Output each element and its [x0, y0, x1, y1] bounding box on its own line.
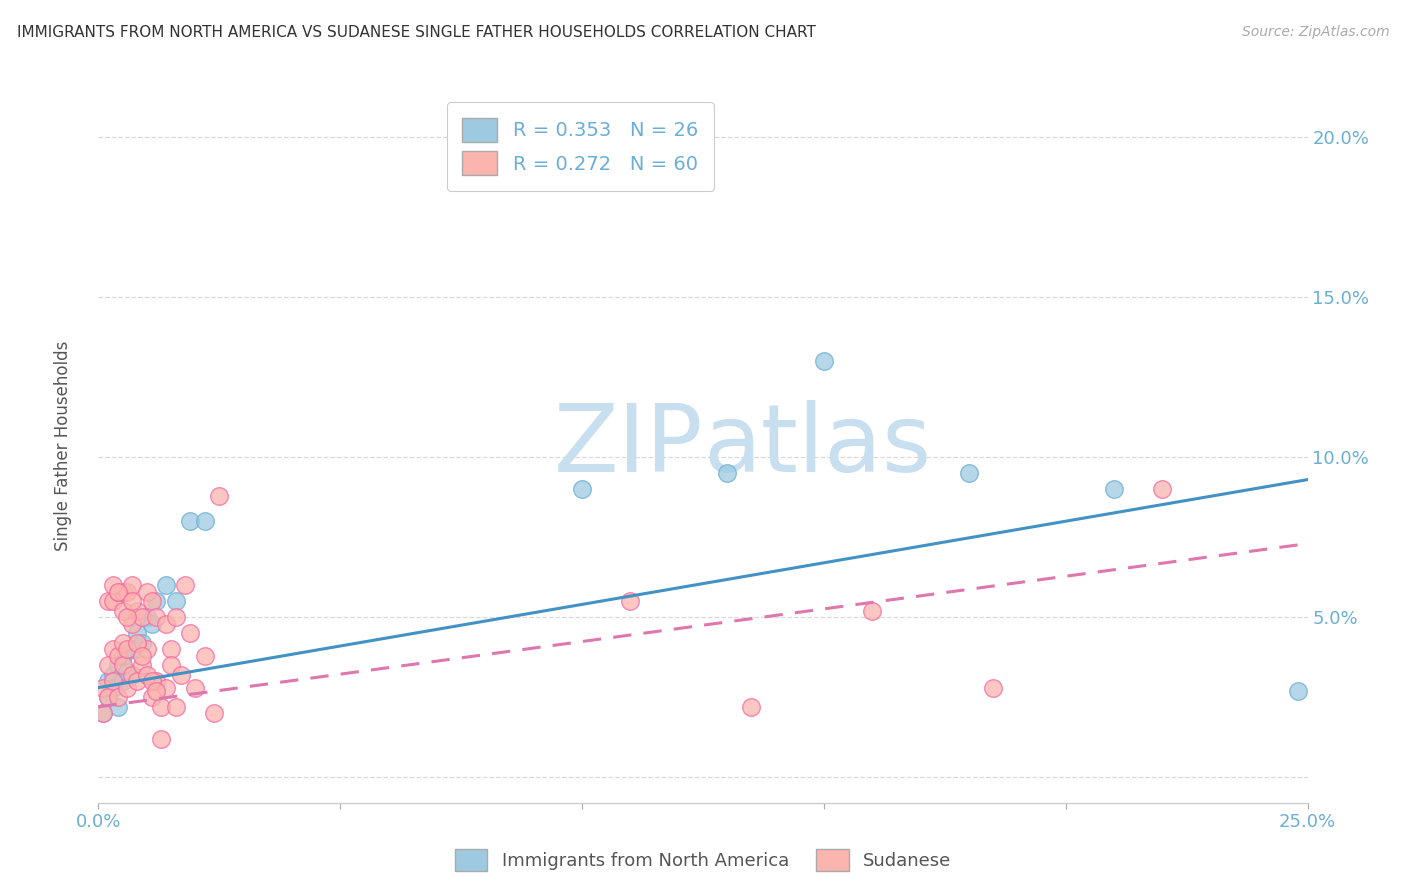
Point	[107, 648, 129, 663]
Text: IMMIGRANTS FROM NORTH AMERICA VS SUDANESE SINGLE FATHER HOUSEHOLDS CORRELATION C: IMMIGRANTS FROM NORTH AMERICA VS SUDANES…	[17, 25, 815, 40]
Point	[165, 699, 187, 714]
Point	[179, 626, 201, 640]
Point	[860, 604, 883, 618]
Point	[141, 674, 163, 689]
Point	[97, 674, 120, 689]
Point	[194, 514, 217, 528]
Point	[1286, 683, 1309, 698]
Point	[101, 594, 124, 608]
Point	[135, 668, 157, 682]
Point	[111, 584, 134, 599]
Point	[165, 594, 187, 608]
Point	[957, 466, 980, 480]
Text: ZIP: ZIP	[554, 400, 703, 492]
Point	[204, 706, 226, 721]
Point	[135, 610, 157, 624]
Point	[145, 674, 167, 689]
Text: Single Father Households: Single Father Households	[55, 341, 72, 551]
Point	[111, 636, 134, 650]
Point	[179, 514, 201, 528]
Point	[145, 683, 167, 698]
Point	[97, 690, 120, 705]
Point	[141, 616, 163, 631]
Point	[111, 648, 134, 663]
Point	[121, 668, 143, 682]
Point	[117, 610, 139, 624]
Text: atlas: atlas	[703, 400, 931, 492]
Point	[155, 616, 177, 631]
Point	[111, 674, 134, 689]
Point	[208, 489, 231, 503]
Point	[131, 636, 153, 650]
Point	[131, 610, 153, 624]
Point	[169, 668, 191, 682]
Point	[155, 681, 177, 695]
Point	[121, 616, 143, 631]
Point	[107, 690, 129, 705]
Point	[619, 594, 641, 608]
Point	[97, 690, 120, 705]
Point	[107, 658, 129, 673]
Point	[1102, 482, 1125, 496]
Point	[145, 610, 167, 624]
Legend: R = 0.353   N = 26, R = 0.272   N = 60: R = 0.353 N = 26, R = 0.272 N = 60	[447, 103, 714, 191]
Point	[101, 674, 124, 689]
Point	[135, 584, 157, 599]
Point	[117, 584, 139, 599]
Point	[160, 642, 183, 657]
Point	[97, 594, 120, 608]
Point	[127, 604, 149, 618]
Point	[740, 699, 762, 714]
Point	[194, 648, 217, 663]
Point	[716, 466, 738, 480]
Point	[121, 578, 143, 592]
Point	[121, 594, 143, 608]
Point	[141, 594, 163, 608]
Point	[150, 699, 173, 714]
Point	[107, 584, 129, 599]
Point	[141, 690, 163, 705]
Point	[101, 578, 124, 592]
Point	[101, 681, 124, 695]
Point	[571, 482, 593, 496]
Point	[813, 354, 835, 368]
Point	[981, 681, 1004, 695]
Point	[165, 610, 187, 624]
Point	[117, 681, 139, 695]
Point	[174, 578, 197, 592]
Point	[117, 665, 139, 679]
Point	[107, 584, 129, 599]
Point	[111, 604, 134, 618]
Point	[160, 658, 183, 673]
Point	[145, 594, 167, 608]
Point	[91, 681, 114, 695]
Point	[101, 668, 124, 682]
Point	[117, 642, 139, 657]
Point	[107, 699, 129, 714]
Point	[135, 642, 157, 657]
Point	[101, 642, 124, 657]
Point	[127, 626, 149, 640]
Point	[91, 706, 114, 721]
Point	[150, 731, 173, 746]
Point	[111, 658, 134, 673]
Point	[127, 674, 149, 689]
Legend: Immigrants from North America, Sudanese: Immigrants from North America, Sudanese	[447, 842, 959, 879]
Point	[121, 642, 143, 657]
Point	[127, 636, 149, 650]
Point	[155, 578, 177, 592]
Point	[91, 706, 114, 721]
Point	[184, 681, 207, 695]
Point	[97, 658, 120, 673]
Point	[131, 648, 153, 663]
Text: Source: ZipAtlas.com: Source: ZipAtlas.com	[1241, 25, 1389, 39]
Point	[131, 658, 153, 673]
Point	[1152, 482, 1174, 496]
